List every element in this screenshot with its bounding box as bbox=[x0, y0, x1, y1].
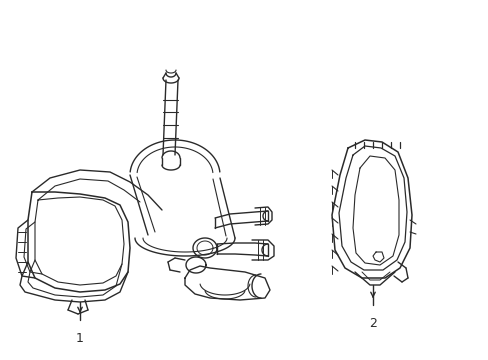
Text: 2: 2 bbox=[368, 317, 376, 330]
Text: 1: 1 bbox=[76, 332, 84, 345]
